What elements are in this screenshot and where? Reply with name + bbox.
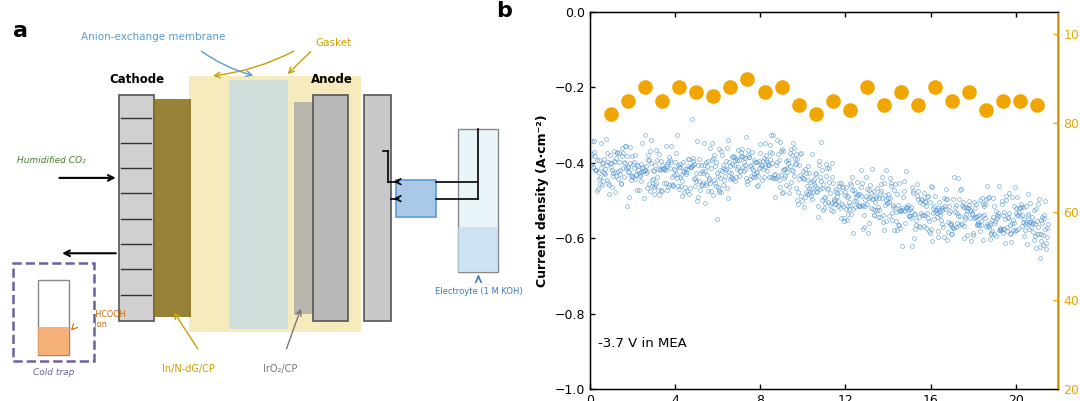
Text: a: a (13, 22, 28, 41)
Point (705, 93, 723, 99)
Text: Anode: Anode (310, 73, 352, 85)
Bar (38, 327, 69, 355)
Point (859, 84, 876, 91)
Point (756, 89, 773, 95)
Bar (396, 180, 436, 217)
Point (927, 84, 944, 91)
Point (789, 102, 807, 108)
Point (1028, 102, 1045, 108)
Bar (458, 227, 498, 272)
Bar (458, 129, 498, 272)
Text: Gasket: Gasket (315, 38, 351, 48)
Point (841, 106, 859, 113)
Text: IrO₂/CP: IrO₂/CP (264, 365, 297, 375)
Point (892, 89, 909, 95)
Point (603, 111, 620, 117)
Point (773, 84, 791, 91)
Point (875, 102, 892, 108)
Text: b: b (496, 1, 512, 21)
Point (824, 97, 841, 104)
Text: Humidified CO₂: Humidified CO₂ (17, 156, 86, 166)
Point (943, 97, 960, 104)
Text: Electroyte (1 M KOH): Electroyte (1 M KOH) (434, 287, 523, 296)
Point (1012, 97, 1029, 104)
Y-axis label: Current density (A·cm⁻²): Current density (A·cm⁻²) (536, 114, 549, 287)
Bar (312, 95, 348, 321)
Point (909, 102, 927, 108)
Point (807, 111, 824, 117)
Bar (153, 99, 191, 317)
Bar (229, 80, 288, 329)
Point (995, 97, 1012, 104)
Bar (13, 263, 94, 361)
Bar (119, 95, 153, 321)
Text: In/N-dG/CP: In/N-dG/CP (162, 365, 215, 375)
Bar (189, 76, 361, 332)
Point (977, 106, 995, 113)
Point (620, 97, 637, 104)
Point (671, 84, 688, 91)
Point (688, 89, 705, 95)
Point (653, 97, 671, 104)
Text: -3.7 V in MEA: -3.7 V in MEA (598, 337, 687, 350)
Point (960, 89, 977, 95)
Text: Cold trap: Cold trap (33, 367, 75, 377)
Point (636, 84, 653, 91)
Point (721, 84, 739, 91)
Bar (294, 103, 312, 314)
Bar (38, 279, 69, 355)
Text: Pure HCOOH
solution: Pure HCOOH solution (76, 310, 126, 329)
Point (739, 75, 756, 82)
Text: Pump: Pump (403, 194, 429, 203)
Text: Anion-exchange membrane: Anion-exchange membrane (81, 32, 226, 42)
Bar (364, 95, 391, 321)
Text: Cathode: Cathode (110, 73, 165, 85)
